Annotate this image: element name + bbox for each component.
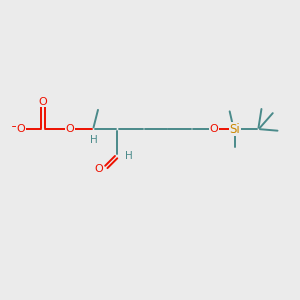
Text: −: − [11,122,20,132]
Text: O: O [39,97,47,107]
Text: H: H [125,151,133,161]
Text: H: H [90,135,98,145]
Text: O: O [94,164,103,174]
Text: O: O [209,124,218,134]
Text: O: O [65,124,74,134]
Text: Si: Si [229,123,240,136]
Text: O: O [16,124,25,134]
